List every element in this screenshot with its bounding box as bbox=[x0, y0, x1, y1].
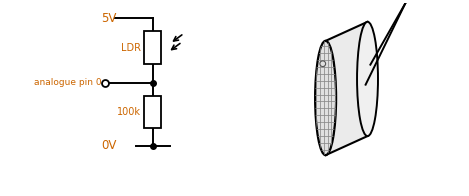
Bar bbox=[144, 31, 161, 64]
Circle shape bbox=[320, 61, 325, 67]
Ellipse shape bbox=[315, 41, 336, 155]
Ellipse shape bbox=[357, 22, 378, 136]
Text: LDR: LDR bbox=[121, 43, 141, 53]
Bar bbox=[144, 96, 161, 128]
Text: 100k: 100k bbox=[117, 107, 141, 117]
Text: 5V: 5V bbox=[101, 12, 117, 24]
Text: analogue pin 0: analogue pin 0 bbox=[34, 78, 102, 87]
Polygon shape bbox=[325, 22, 368, 155]
Text: 0V: 0V bbox=[101, 139, 117, 152]
